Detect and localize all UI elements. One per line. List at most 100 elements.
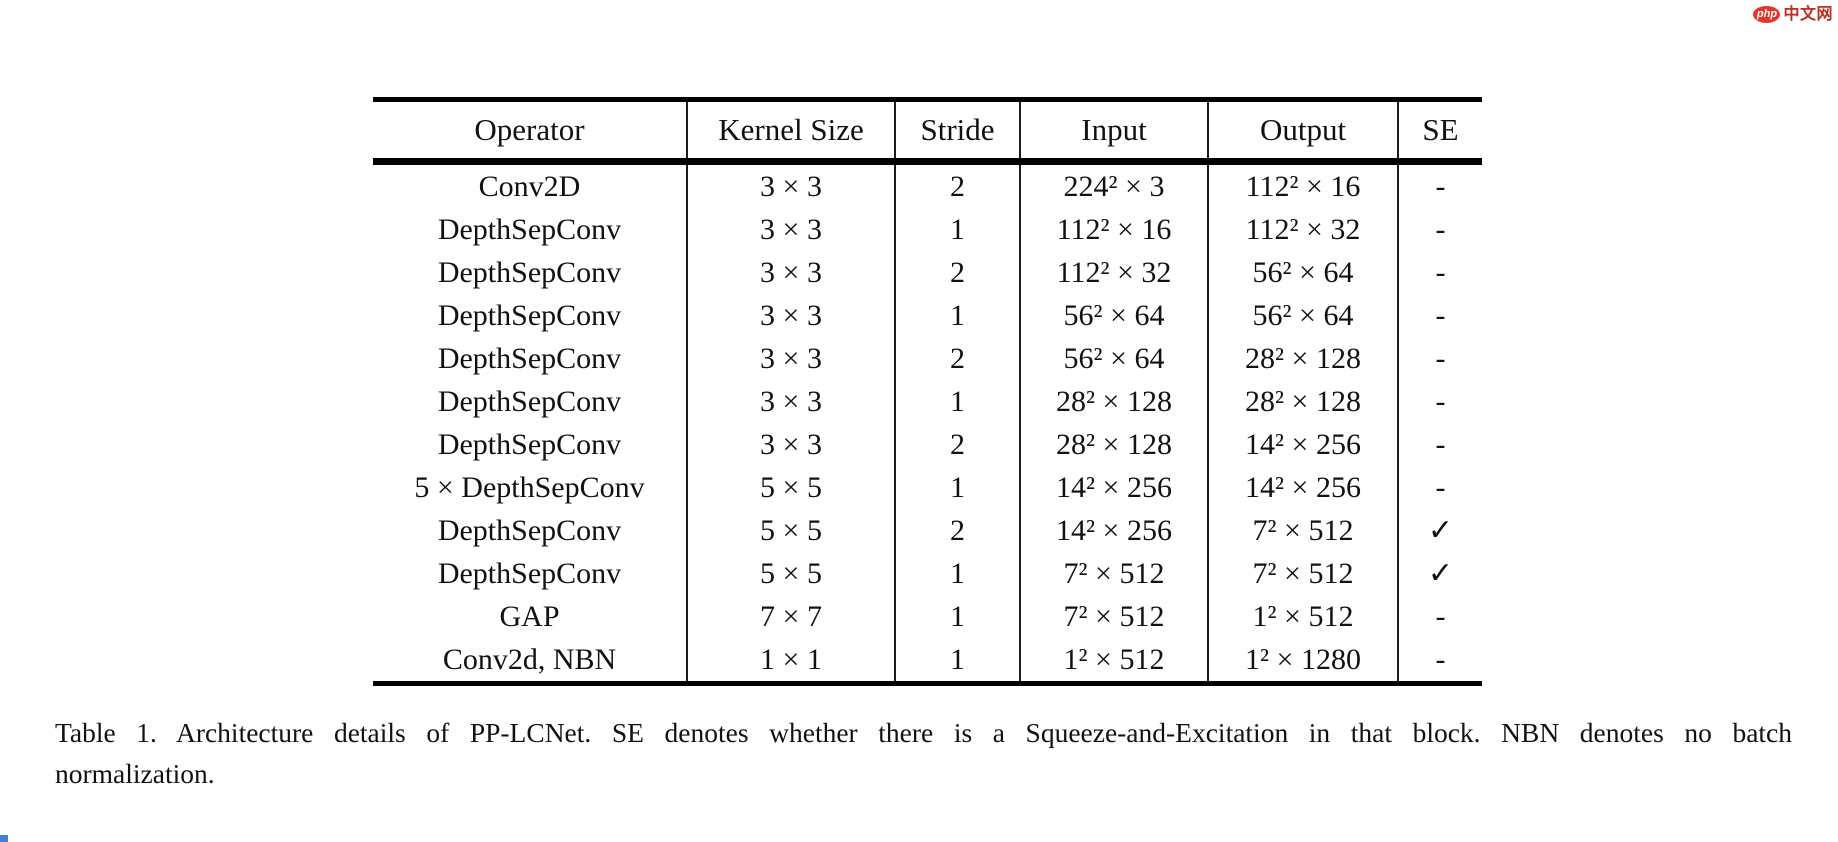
- cell-se: -: [1435, 255, 1446, 289]
- cell-input: 56² × 64: [1020, 294, 1209, 337]
- table-row: DepthSepConv 3 × 3 2 56² × 64 28² × 128 …: [373, 337, 1482, 380]
- cell-kernel-size: 3 × 3: [687, 208, 896, 251]
- cell-input: 112² × 32: [1020, 251, 1209, 294]
- cell-output: 112² × 32: [1208, 208, 1399, 251]
- cell-kernel-size: 3 × 3: [687, 423, 896, 466]
- site-name-text: 中文网: [1783, 4, 1833, 23]
- cell-output: 28² × 128: [1208, 337, 1399, 380]
- cell-kernel-size: 1 × 1: [687, 638, 896, 684]
- header-input: Input: [1020, 99, 1209, 165]
- cell-se: -: [1435, 427, 1446, 461]
- cell-operator: Conv2D: [373, 161, 688, 208]
- cell-kernel-size: 3 × 3: [687, 161, 896, 208]
- cell-kernel-size: 5 × 5: [687, 509, 896, 552]
- cell-stride: 1: [895, 294, 1021, 337]
- cell-stride: 2: [895, 161, 1021, 208]
- cell-stride: 2: [895, 251, 1021, 294]
- cell-se: -: [1435, 642, 1446, 676]
- cell-output: 56² × 64: [1208, 294, 1399, 337]
- cell-stride: 2: [895, 423, 1021, 466]
- php-cn-watermark: php 中文网: [1753, 3, 1833, 25]
- table-row: DepthSepConv 3 × 3 1 112² × 16 112² × 32…: [373, 208, 1482, 251]
- cell-input: 28² × 128: [1020, 380, 1209, 423]
- header-stride: Stride: [895, 99, 1021, 165]
- caption-line-1: Table 1. Architecture details of PP-LCNe…: [55, 717, 1792, 748]
- cell-operator: DepthSepConv: [373, 423, 688, 466]
- cell-se: -: [1435, 298, 1446, 332]
- table-row: Conv2D 3 × 3 2 224² × 3 112² × 16 -: [373, 161, 1482, 208]
- table-row: DepthSepConv 5 × 5 1 7² × 512 7² × 512 ✓: [373, 552, 1482, 595]
- php-logo-icon: php: [1753, 5, 1781, 23]
- cell-input: 7² × 512: [1020, 595, 1209, 638]
- cell-operator: DepthSepConv: [373, 509, 688, 552]
- table-row: Conv2d, NBN 1 × 1 1 1² × 512 1² × 1280 -: [373, 638, 1482, 684]
- caption-line-2: normalization.: [55, 758, 215, 789]
- cell-output: 112² × 16: [1208, 161, 1399, 208]
- cell-kernel-size: 3 × 3: [687, 251, 896, 294]
- table-header-row: Operator Kernel Size Stride Input Output…: [373, 99, 1482, 165]
- cell-operator: Conv2d, NBN: [373, 638, 688, 684]
- cell-se: -: [1435, 470, 1446, 504]
- cell-operator: DepthSepConv: [373, 337, 688, 380]
- cell-kernel-size: 3 × 3: [687, 337, 896, 380]
- cell-kernel-size: 3 × 3: [687, 294, 896, 337]
- cell-se: ✓: [1427, 557, 1454, 590]
- cell-se: -: [1435, 341, 1446, 375]
- table-row: 5 × DepthSepConv 5 × 5 1 14² × 256 14² ×…: [373, 466, 1482, 509]
- cell-operator: DepthSepConv: [373, 552, 688, 595]
- header-kernel-size: Kernel Size: [687, 99, 896, 165]
- cell-operator: DepthSepConv: [373, 251, 688, 294]
- cell-output: 1² × 512: [1208, 595, 1399, 638]
- table-row: GAP 7 × 7 1 7² × 512 1² × 512 -: [373, 595, 1482, 638]
- cell-operator: DepthSepConv: [373, 208, 688, 251]
- cell-input: 112² × 16: [1020, 208, 1209, 251]
- cell-output: 7² × 512: [1208, 552, 1399, 595]
- cell-stride: 1: [895, 466, 1021, 509]
- cell-input: 56² × 64: [1020, 337, 1209, 380]
- cell-stride: 1: [895, 595, 1021, 638]
- corner-artifact: [0, 835, 8, 842]
- table-row: DepthSepConv 3 × 3 1 28² × 128 28² × 128…: [373, 380, 1482, 423]
- cell-input: 28² × 128: [1020, 423, 1209, 466]
- cell-se: -: [1435, 169, 1446, 203]
- table-body: Conv2D 3 × 3 2 224² × 3 112² × 16 - Dept…: [373, 161, 1482, 684]
- table-caption: Table 1. Architecture details of PP-LCNe…: [55, 712, 1792, 794]
- cell-operator: DepthSepConv: [373, 294, 688, 337]
- cell-se: -: [1435, 599, 1446, 633]
- cell-se: -: [1435, 384, 1446, 418]
- cell-stride: 2: [895, 337, 1021, 380]
- cell-stride: 1: [895, 638, 1021, 684]
- header-operator: Operator: [373, 99, 688, 165]
- cell-output: 28² × 128: [1208, 380, 1399, 423]
- cell-input: 1² × 512: [1020, 638, 1209, 684]
- cell-output: 14² × 256: [1208, 423, 1399, 466]
- table-row: DepthSepConv 3 × 3 2 28² × 128 14² × 256…: [373, 423, 1482, 466]
- cell-input: 224² × 3: [1020, 161, 1209, 208]
- table-row: DepthSepConv 3 × 3 1 56² × 64 56² × 64 -: [373, 294, 1482, 337]
- cell-stride: 1: [895, 552, 1021, 595]
- cell-output: 14² × 256: [1208, 466, 1399, 509]
- header-output: Output: [1208, 99, 1399, 165]
- cell-output: 56² × 64: [1208, 251, 1399, 294]
- cell-output: 7² × 512: [1208, 509, 1399, 552]
- table-row: DepthSepConv 5 × 5 2 14² × 256 7² × 512 …: [373, 509, 1482, 552]
- cell-input: 7² × 512: [1020, 552, 1209, 595]
- cell-output: 1² × 1280: [1208, 638, 1399, 684]
- cell-kernel-size: 7 × 7: [687, 595, 896, 638]
- architecture-table: Operator Kernel Size Stride Input Output…: [373, 97, 1482, 686]
- cell-input: 14² × 256: [1020, 509, 1209, 552]
- cell-stride: 1: [895, 380, 1021, 423]
- cell-stride: 1: [895, 208, 1021, 251]
- cell-stride: 2: [895, 509, 1021, 552]
- cell-se: ✓: [1427, 514, 1454, 547]
- table-row: DepthSepConv 3 × 3 2 112² × 32 56² × 64 …: [373, 251, 1482, 294]
- cell-se: -: [1435, 212, 1446, 246]
- cell-input: 14² × 256: [1020, 466, 1209, 509]
- cell-kernel-size: 3 × 3: [687, 380, 896, 423]
- cell-kernel-size: 5 × 5: [687, 466, 896, 509]
- cell-operator: GAP: [373, 595, 688, 638]
- cell-kernel-size: 5 × 5: [687, 552, 896, 595]
- cell-operator: DepthSepConv: [373, 380, 688, 423]
- cell-operator: 5 × DepthSepConv: [373, 466, 688, 509]
- header-se: SE: [1398, 99, 1482, 165]
